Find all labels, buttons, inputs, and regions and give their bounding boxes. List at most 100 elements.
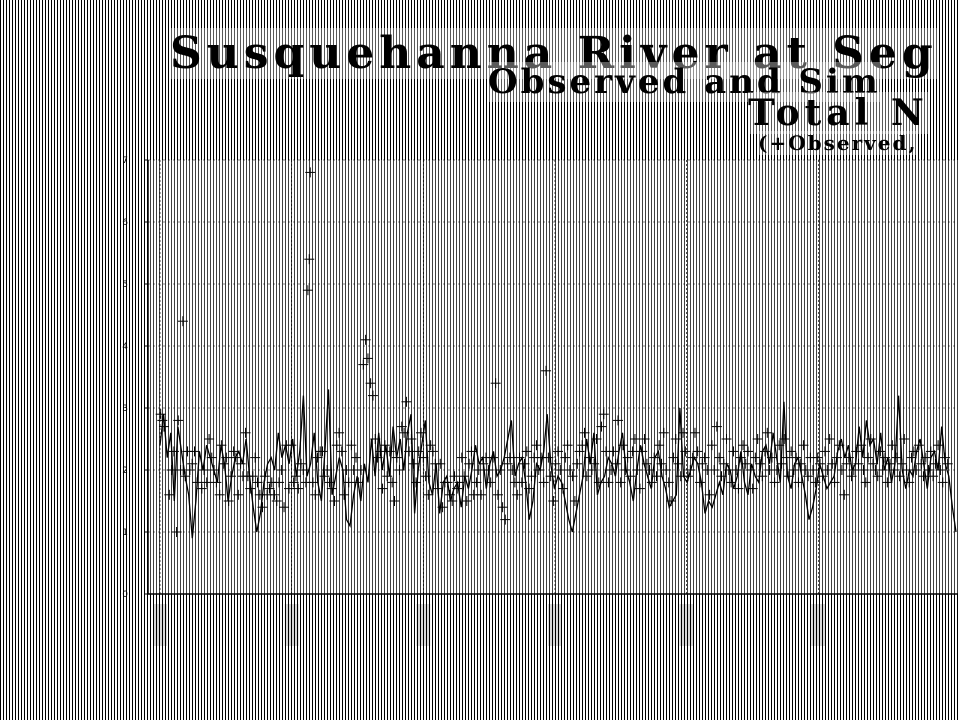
observed-point [531, 440, 542, 451]
y-tick-label-1: 1 [122, 528, 128, 538]
observed-point [211, 477, 222, 488]
observed-point [521, 446, 532, 457]
x-label-block-5 [811, 604, 826, 646]
observed-point [245, 483, 256, 494]
observed-point [771, 465, 782, 475]
observed-point [646, 477, 657, 488]
observed-point [358, 359, 369, 370]
observed-point [639, 434, 650, 444]
observed-point [259, 471, 270, 482]
observed-point [726, 477, 737, 488]
observed-point [290, 471, 301, 482]
observed-point [793, 477, 804, 488]
observed-point [298, 465, 309, 475]
series-scatter-group [155, 167, 953, 537]
observed-point [164, 489, 175, 500]
observed-point [459, 471, 470, 482]
observed-point [754, 458, 765, 469]
observed-point [692, 446, 703, 457]
observed-point [324, 477, 335, 488]
observed-point [557, 483, 568, 494]
observed-point [473, 465, 484, 475]
observed-point [613, 415, 624, 426]
observed-point [560, 452, 571, 463]
observed-point [721, 434, 732, 444]
observed-point [304, 254, 315, 265]
observed-point [928, 471, 939, 482]
observed-point [214, 489, 225, 500]
observed-point [894, 471, 905, 482]
observed-point [555, 465, 566, 475]
observed-point [495, 465, 506, 475]
y-tick-label-2: 2 [122, 466, 128, 476]
observed-point [177, 316, 188, 327]
x-label-block-3 [548, 604, 562, 646]
observed-point [586, 465, 597, 475]
observed-point [339, 489, 350, 500]
observed-point [569, 496, 580, 506]
observed-point [247, 471, 258, 482]
observed-point [504, 452, 515, 463]
observed-point [329, 496, 340, 506]
observed-point [483, 465, 494, 475]
observed-point [868, 458, 879, 469]
observed-point [930, 458, 941, 469]
observed-point [803, 471, 814, 482]
observed-point [223, 496, 234, 506]
observed-point [622, 452, 633, 463]
observed-point [877, 465, 888, 475]
observed-point [435, 458, 446, 469]
observed-point [425, 440, 436, 451]
observed-point [603, 477, 614, 488]
observed-point [577, 440, 588, 451]
observed-point [762, 427, 773, 438]
observed-point [940, 452, 951, 463]
observed-point [634, 483, 645, 494]
observed-point [302, 285, 313, 296]
observed-point [567, 471, 578, 482]
observed-point [355, 465, 366, 475]
observed-point [322, 465, 333, 475]
observed-point [875, 446, 886, 457]
observed-point [880, 452, 891, 463]
observed-point [627, 446, 638, 457]
observed-point [625, 471, 636, 482]
observed-point [279, 502, 290, 513]
observed-point [596, 421, 607, 432]
observed-point [437, 502, 448, 513]
observed-point [173, 415, 184, 426]
observed-point [456, 452, 467, 463]
observed-point [608, 446, 619, 457]
observed-point [295, 458, 306, 469]
observed-point [704, 489, 715, 500]
observed-point [798, 440, 809, 451]
observed-point [284, 483, 295, 494]
chart-title: Susquehanna River at Seg [170, 28, 938, 79]
observed-point [391, 452, 402, 463]
observed-point [841, 458, 852, 469]
observed-point [769, 477, 780, 488]
observed-point [206, 452, 217, 463]
observed-point [326, 483, 337, 494]
observed-point [663, 477, 674, 488]
observed-point [591, 434, 602, 444]
observed-point [829, 477, 840, 488]
observed-point [449, 471, 460, 482]
observed-point [157, 415, 168, 426]
observed-point [288, 477, 299, 488]
observed-point [399, 427, 410, 438]
observed-point [343, 477, 354, 488]
observed-point [454, 477, 465, 488]
observed-point [274, 477, 285, 488]
x-label-block-1 [284, 604, 299, 646]
observed-point [550, 458, 561, 469]
observed-point [632, 465, 643, 475]
observed-point [747, 483, 758, 494]
plot-area [148, 160, 958, 594]
observed-point [920, 452, 931, 463]
observed-point [180, 471, 191, 482]
y-tick-label-6: 6 [122, 218, 128, 228]
observed-point [543, 452, 554, 463]
observed-point [887, 440, 898, 451]
observed-point [711, 421, 722, 432]
